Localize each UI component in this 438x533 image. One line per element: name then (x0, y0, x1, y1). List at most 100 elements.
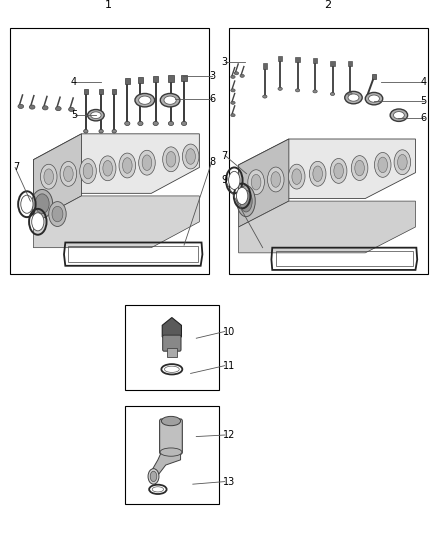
Ellipse shape (99, 130, 103, 133)
Ellipse shape (345, 91, 362, 104)
Ellipse shape (186, 149, 195, 164)
Ellipse shape (160, 448, 182, 456)
Ellipse shape (292, 169, 301, 184)
Ellipse shape (295, 89, 300, 92)
Ellipse shape (35, 194, 49, 214)
FancyBboxPatch shape (159, 419, 182, 454)
Bar (125, 304, 219, 390)
Ellipse shape (142, 155, 152, 171)
Ellipse shape (268, 167, 284, 192)
Ellipse shape (139, 96, 151, 104)
Ellipse shape (393, 111, 404, 119)
Ellipse shape (365, 92, 383, 105)
Ellipse shape (231, 114, 235, 117)
Ellipse shape (164, 96, 176, 104)
Ellipse shape (32, 213, 44, 231)
Ellipse shape (49, 201, 66, 227)
Polygon shape (239, 139, 416, 198)
Ellipse shape (334, 163, 343, 179)
Ellipse shape (348, 94, 359, 101)
Ellipse shape (368, 95, 379, 102)
Ellipse shape (162, 147, 179, 172)
Ellipse shape (84, 130, 88, 133)
Ellipse shape (313, 90, 317, 93)
Bar (125, 406, 219, 504)
Text: 1: 1 (105, 0, 112, 10)
Bar (11, 28, 209, 273)
Ellipse shape (288, 164, 305, 189)
Ellipse shape (83, 163, 93, 179)
Ellipse shape (125, 122, 130, 126)
Ellipse shape (355, 160, 364, 176)
Text: 7: 7 (221, 150, 227, 160)
Ellipse shape (234, 72, 239, 75)
Ellipse shape (182, 144, 199, 169)
Ellipse shape (135, 93, 155, 107)
Ellipse shape (91, 112, 101, 118)
Text: 4: 4 (420, 77, 426, 87)
Ellipse shape (161, 416, 180, 426)
Ellipse shape (390, 109, 408, 122)
Ellipse shape (351, 156, 368, 181)
Text: 11: 11 (223, 361, 235, 370)
Ellipse shape (348, 92, 352, 95)
Bar (153, 76, 158, 83)
Polygon shape (33, 134, 81, 222)
Bar (138, 77, 143, 83)
Bar (278, 55, 283, 61)
Bar (125, 78, 130, 84)
Ellipse shape (237, 188, 248, 205)
Ellipse shape (278, 87, 283, 91)
Bar (372, 74, 376, 79)
Polygon shape (239, 139, 289, 227)
Text: 3: 3 (221, 58, 227, 67)
Bar (330, 61, 335, 66)
Text: 5: 5 (71, 110, 77, 120)
Bar (166, 348, 177, 358)
Bar (229, 28, 427, 273)
Bar (263, 63, 267, 69)
Ellipse shape (138, 122, 143, 126)
Polygon shape (33, 196, 199, 248)
Ellipse shape (60, 161, 77, 187)
FancyBboxPatch shape (162, 335, 181, 351)
Ellipse shape (378, 157, 388, 173)
Ellipse shape (164, 366, 179, 373)
Ellipse shape (139, 150, 155, 175)
Bar (181, 75, 187, 81)
Ellipse shape (56, 107, 61, 111)
Text: 13: 13 (223, 477, 235, 487)
Ellipse shape (330, 92, 335, 95)
Text: 12: 12 (223, 430, 235, 440)
Bar (84, 89, 88, 94)
Ellipse shape (271, 172, 281, 187)
Bar (313, 58, 317, 63)
Text: 2: 2 (325, 0, 332, 10)
Ellipse shape (181, 122, 187, 126)
Ellipse shape (148, 469, 159, 484)
Ellipse shape (398, 155, 407, 170)
Ellipse shape (52, 206, 63, 222)
Ellipse shape (263, 95, 267, 98)
Ellipse shape (231, 75, 235, 78)
Ellipse shape (231, 101, 235, 104)
Ellipse shape (168, 122, 173, 126)
Ellipse shape (69, 107, 74, 111)
Bar (348, 61, 352, 66)
Ellipse shape (88, 109, 104, 121)
Text: 8: 8 (209, 157, 215, 167)
Text: 7: 7 (13, 163, 19, 173)
Polygon shape (239, 201, 416, 253)
Text: 10: 10 (223, 327, 235, 336)
Ellipse shape (313, 166, 322, 182)
Bar (112, 89, 117, 94)
Ellipse shape (166, 151, 176, 167)
Ellipse shape (40, 164, 57, 189)
Text: 9: 9 (221, 175, 227, 185)
Ellipse shape (240, 190, 252, 212)
Ellipse shape (229, 171, 240, 189)
Bar (99, 89, 103, 94)
Ellipse shape (153, 122, 158, 126)
Ellipse shape (231, 89, 235, 92)
Ellipse shape (103, 160, 113, 176)
